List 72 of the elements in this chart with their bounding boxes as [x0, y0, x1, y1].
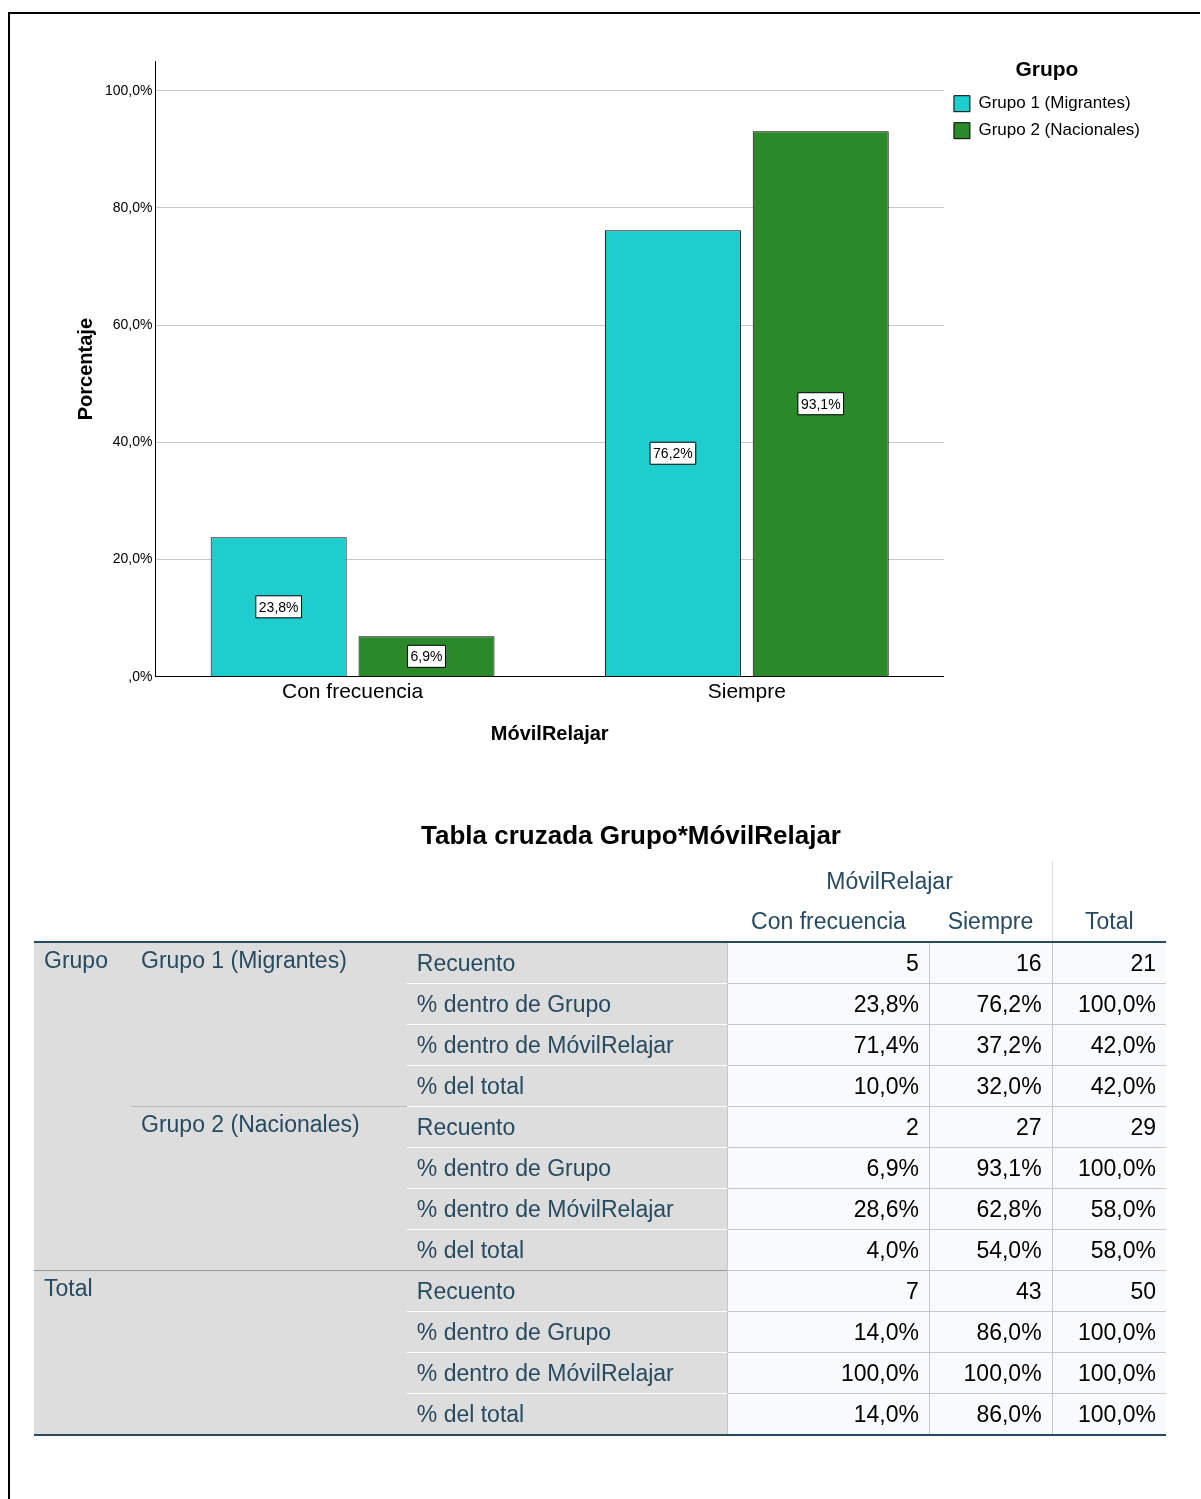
text: 86,0%: [976, 1318, 1042, 1345]
category-label: % del total: [416, 1400, 525, 1427]
text: 10,0%: [853, 1072, 919, 1099]
text: 28,6%: [853, 1195, 919, 1222]
data-label: 23,8%: [258, 598, 299, 615]
y-tick-label: 80,0%: [112, 198, 153, 215]
legend-label: Grupo 1 (Migrantes): [978, 93, 1131, 113]
text: 14,0%: [853, 1400, 919, 1427]
text: 100,0%: [1077, 990, 1156, 1017]
text: 100,0%: [1077, 1359, 1156, 1386]
y-tick-label: 40,0%: [112, 433, 153, 450]
text: 54,0%: [976, 1236, 1042, 1263]
category-label: Recuento: [416, 1277, 516, 1304]
text: 42,0%: [1090, 1031, 1156, 1058]
text: 2: [906, 1113, 919, 1140]
y-tick-label: ,0%: [128, 667, 153, 684]
y-tick-label: 20,0%: [112, 550, 153, 567]
text: MóvilRelajar: [727, 861, 1053, 901]
text: 7: [906, 1277, 919, 1304]
category-label: % dentro de MóvilRelajar: [416, 1031, 674, 1058]
text: 29: [1130, 1113, 1156, 1140]
category-label: % dentro de Grupo: [416, 990, 612, 1017]
category-label: % del total: [416, 1072, 525, 1099]
text: 100,0%: [840, 1359, 919, 1386]
y-tick-label: 60,0%: [112, 316, 153, 332]
category-label: % dentro de MóvilRelajar: [416, 1195, 674, 1222]
x-axis-title: MóvilRelajar: [490, 721, 609, 744]
text: Grupo 1 (Migrantes): [131, 942, 407, 1107]
legend-title: Grupo: [1015, 57, 1079, 81]
text: 5: [906, 949, 919, 976]
text: Total: [34, 1270, 407, 1435]
text: 50: [1130, 1277, 1156, 1304]
text: Tabla cruzada Grupo*MóvilRelajar: [420, 820, 842, 851]
text: 6,9%: [866, 1154, 919, 1181]
text: 37,2%: [976, 1031, 1042, 1058]
text: 14,0%: [853, 1318, 919, 1345]
text: Grupo: [34, 942, 132, 1271]
text: 62,8%: [976, 1195, 1042, 1222]
text: 86,0%: [976, 1400, 1042, 1427]
text: 58,0%: [1090, 1236, 1156, 1263]
text: 76,2%: [976, 990, 1042, 1017]
text: 43: [1016, 1277, 1042, 1304]
legend-label: Grupo 2 (Nacionales): [978, 120, 1140, 140]
text: 4,0%: [866, 1236, 919, 1263]
text: 32,0%: [976, 1072, 1042, 1099]
category-label: Total: [1084, 906, 1135, 936]
text: 100,0%: [1077, 1154, 1156, 1181]
text: 71,4%: [853, 1031, 919, 1058]
data-label: 6,9%: [410, 648, 443, 665]
category-label: Recuento: [416, 949, 516, 976]
y-axis-title: Porcentaje: [73, 317, 96, 421]
data-label: 76,2%: [653, 445, 693, 462]
category-label: Recuento: [416, 1113, 516, 1140]
data-label: 93,1%: [800, 395, 841, 412]
category-label: Siempre: [929, 901, 1053, 942]
text: Grupo 2 (Nacionales): [131, 1106, 407, 1271]
text: 100,0%: [963, 1359, 1042, 1386]
text: 27: [1016, 1113, 1042, 1140]
y-tick-label: 100,0%: [105, 81, 153, 98]
text: 23,8%: [853, 990, 919, 1017]
text: 93,1%: [976, 1154, 1042, 1181]
text: 100,0%: [1077, 1400, 1156, 1427]
text: 16: [1016, 949, 1042, 976]
category-label: % dentro de Grupo: [416, 1318, 612, 1345]
category-label: % dentro de Grupo: [416, 1154, 612, 1181]
text: 21: [1130, 949, 1156, 976]
category-label: % dentro de MóvilRelajar: [416, 1359, 674, 1386]
text: 100,0%: [1077, 1318, 1156, 1345]
category-label: % del total: [416, 1236, 525, 1263]
text: 42,0%: [1090, 1072, 1156, 1099]
category-label: Con frecuencia: [750, 906, 907, 936]
text: 58,0%: [1090, 1195, 1156, 1222]
